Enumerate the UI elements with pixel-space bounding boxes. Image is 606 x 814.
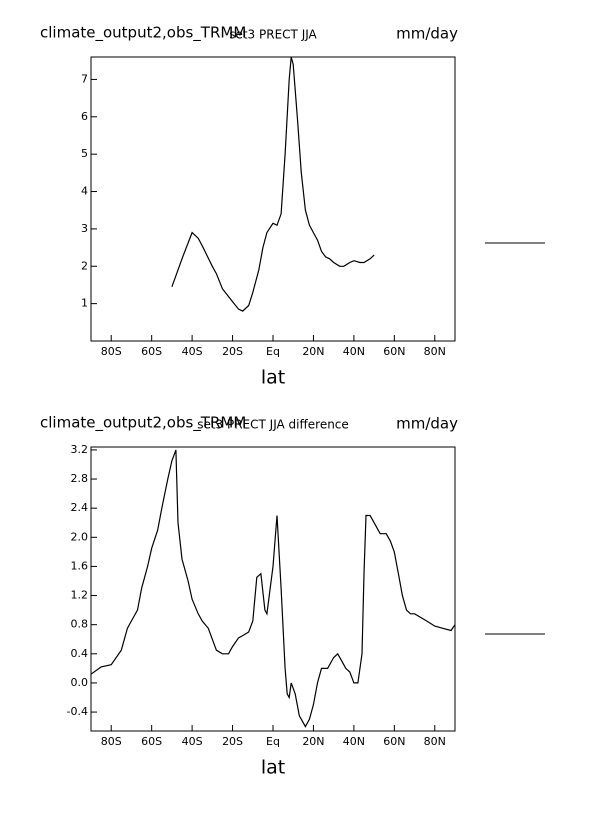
y-tick-label: 1 bbox=[81, 297, 88, 310]
y-tick-label: 3.2 bbox=[71, 443, 89, 456]
x-tick-label: 80N bbox=[424, 735, 446, 748]
y-tick-label: 2.8 bbox=[71, 472, 89, 485]
x-tick-label: 80S bbox=[101, 735, 122, 748]
x-tick-label: 80S bbox=[101, 345, 122, 358]
y-tick-label: 5 bbox=[81, 147, 88, 160]
x-tick-label: 60N bbox=[383, 345, 405, 358]
plot-frame bbox=[90, 446, 456, 732]
x-tick-label: 40N bbox=[343, 735, 365, 748]
x-tick-label: 60S bbox=[141, 345, 162, 358]
y-tick-label: -0.4 bbox=[67, 705, 88, 718]
x-tick-label: 40S bbox=[182, 345, 203, 358]
x-tick-label: 40N bbox=[343, 345, 365, 358]
y-tick-label: 2 bbox=[81, 259, 88, 272]
chart-subtitle: set3 PRECT JJA bbox=[229, 28, 317, 42]
x-tick-label: 20N bbox=[302, 345, 324, 358]
x-tick-label: 60S bbox=[141, 735, 162, 748]
x-tick-label: 20N bbox=[302, 735, 324, 748]
y-tick-label: 3 bbox=[81, 222, 88, 235]
units: mm/day bbox=[396, 25, 458, 43]
units: mm/day bbox=[396, 415, 458, 433]
y-tick-label: 0.8 bbox=[71, 618, 89, 631]
x-tick-label: 60N bbox=[383, 735, 405, 748]
x-tick-label: 20S bbox=[222, 735, 243, 748]
chart-title: climate_output2,obs_TRMM bbox=[40, 414, 246, 433]
plot-frame bbox=[90, 56, 456, 342]
y-tick-label: 7 bbox=[81, 72, 88, 85]
y-tick-label: 1.2 bbox=[71, 589, 89, 602]
y-tick-label: 1.6 bbox=[71, 559, 89, 572]
x-tick-label: 40S bbox=[182, 735, 203, 748]
x-tick-label: Eq bbox=[266, 735, 280, 748]
x-axis-label: lat bbox=[261, 757, 285, 779]
data-line bbox=[171, 56, 375, 312]
x-tick-label: 20S bbox=[222, 345, 243, 358]
x-axis-label: lat bbox=[261, 367, 285, 389]
x-tick-label: Eq bbox=[266, 345, 280, 358]
y-tick-label: 2.0 bbox=[71, 530, 89, 543]
data-line bbox=[90, 449, 456, 728]
y-tick-label: 6 bbox=[81, 110, 88, 123]
y-tick-label: 4 bbox=[81, 185, 88, 198]
y-tick-label: 0.4 bbox=[71, 647, 89, 660]
chart-subtitle: set3 PRECT JJA difference bbox=[197, 418, 349, 432]
chart-title: climate_output2,obs_TRMM bbox=[40, 24, 246, 43]
y-tick-label: 2.4 bbox=[71, 501, 89, 514]
x-tick-label: 80N bbox=[424, 345, 446, 358]
y-tick-label: 0.0 bbox=[71, 676, 89, 689]
